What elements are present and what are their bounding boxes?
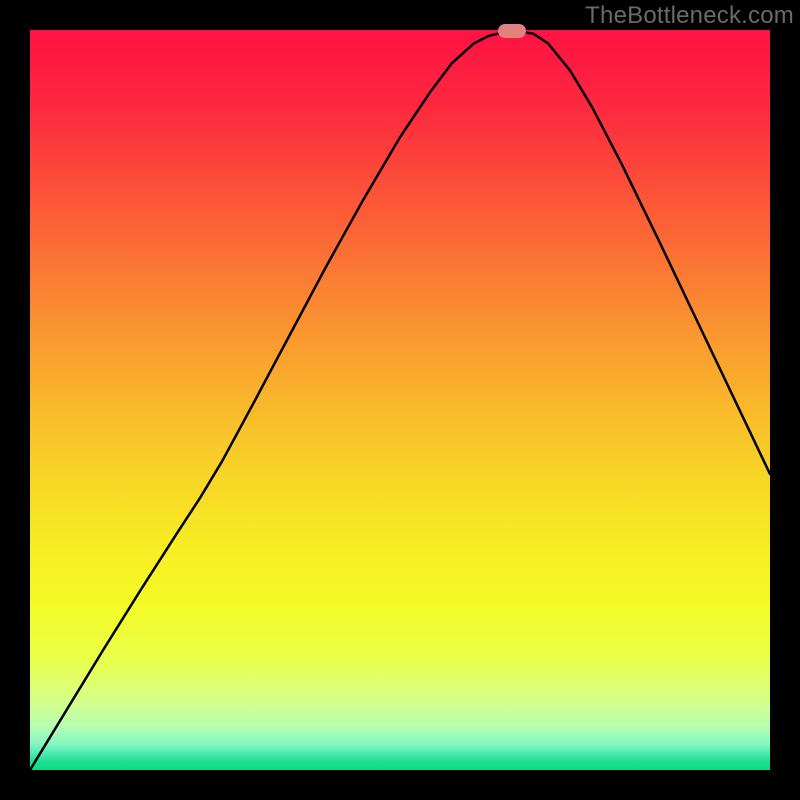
plot-area [30, 30, 770, 770]
optimum-marker [498, 24, 526, 38]
chart-container: TheBottleneck.com [0, 0, 800, 800]
bottleneck-curve [30, 30, 770, 770]
watermark-text: TheBottleneck.com [585, 2, 794, 30]
